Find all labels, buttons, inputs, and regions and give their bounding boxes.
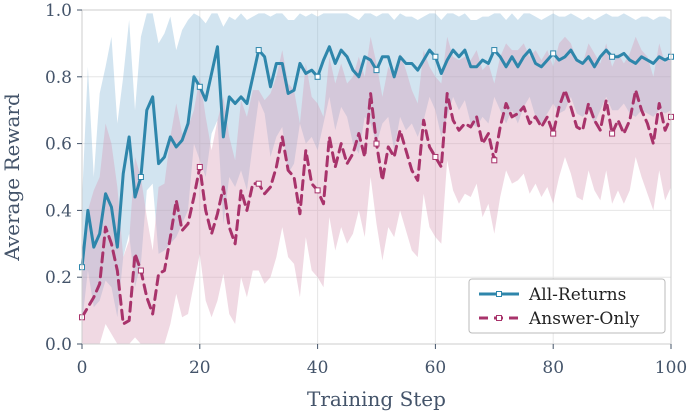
answer-only-marker bbox=[432, 153, 439, 160]
y-axis-ticks: 0.0 0.2 0.4 0.6 0.8 1.0 bbox=[45, 1, 82, 355]
x-tick-label: 20 bbox=[189, 358, 211, 378]
all-returns-marker bbox=[609, 53, 616, 60]
confidence-bands bbox=[82, 13, 671, 344]
legend-marker-answer-only bbox=[496, 315, 502, 321]
x-axis-label: Training Step bbox=[307, 387, 446, 411]
y-axis-label: Average Reward bbox=[0, 93, 24, 262]
legend-label-all-returns: All-Returns bbox=[528, 285, 626, 305]
all-returns-marker bbox=[314, 73, 321, 80]
answer-only-marker bbox=[373, 140, 380, 147]
y-tick-label: 0.8 bbox=[45, 68, 72, 88]
plot-frame bbox=[81, 9, 672, 345]
all-returns-band bbox=[82, 13, 671, 324]
x-tick-label: 0 bbox=[77, 358, 88, 378]
y-tick-label: 0.4 bbox=[45, 201, 72, 221]
answer-only-marker bbox=[609, 130, 616, 137]
series-markers bbox=[79, 47, 674, 321]
all-returns-marker bbox=[432, 53, 439, 60]
y-tick-label: 0.0 bbox=[45, 335, 72, 355]
answer-only-marker bbox=[196, 163, 203, 170]
x-tick-label: 80 bbox=[542, 358, 564, 378]
y-tick-label: 0.2 bbox=[45, 268, 72, 288]
answer-only-marker bbox=[314, 187, 321, 194]
answer-only-band bbox=[82, 36, 671, 344]
all-returns-marker bbox=[550, 50, 557, 57]
all-returns-marker bbox=[373, 67, 380, 74]
y-tick-label: 0.6 bbox=[45, 135, 72, 155]
y-tick-label: 1.0 bbox=[45, 1, 72, 21]
legend-label-answer-only: Answer-Only bbox=[528, 309, 640, 329]
answer-only-marker bbox=[550, 130, 557, 137]
x-axis-ticks: 0 20 40 60 80 100 bbox=[77, 344, 687, 378]
answer-only-marker bbox=[137, 267, 144, 274]
answer-only-marker bbox=[491, 157, 498, 164]
all-returns-marker bbox=[196, 83, 203, 90]
all-returns-marker bbox=[491, 47, 498, 54]
answer-only-marker bbox=[255, 180, 262, 187]
x-tick-label: 40 bbox=[307, 358, 329, 378]
legend: All-Returns Answer-Only bbox=[468, 278, 666, 334]
x-tick-label: 60 bbox=[425, 358, 447, 378]
legend-marker-all-returns bbox=[496, 291, 502, 297]
x-tick-label: 100 bbox=[655, 358, 687, 378]
all-returns-marker bbox=[255, 47, 262, 54]
all-returns-marker bbox=[137, 174, 144, 180]
